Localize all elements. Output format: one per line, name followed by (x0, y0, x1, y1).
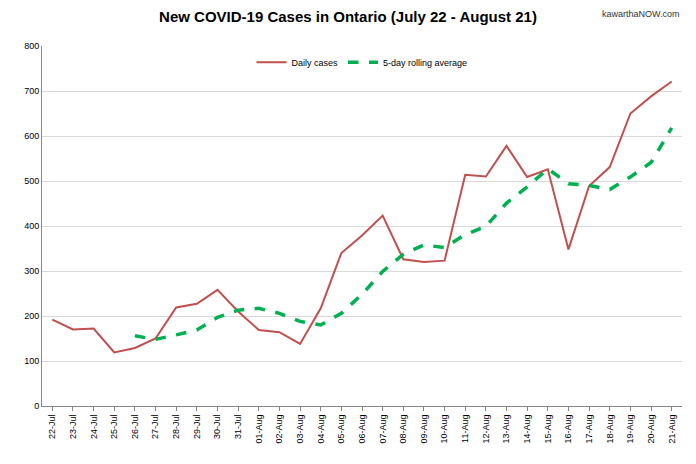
svg-text:28-Jul: 28-Jul (171, 415, 181, 440)
svg-text:23-Jul: 23-Jul (68, 415, 78, 440)
svg-text:16-Aug: 16-Aug (563, 415, 573, 444)
svg-text:kawarthaNOW.com: kawarthaNOW.com (602, 9, 680, 19)
svg-text:26-Jul: 26-Jul (130, 415, 140, 440)
svg-text:New COVID-19 Cases in Ontario: New COVID-19 Cases in Ontario (July 22 -… (159, 8, 537, 25)
svg-text:06-Aug: 06-Aug (357, 415, 367, 444)
svg-text:31-Jul: 31-Jul (233, 415, 243, 440)
svg-text:01-Aug: 01-Aug (254, 415, 264, 444)
svg-text:600: 600 (24, 131, 39, 141)
svg-text:17-Aug: 17-Aug (584, 415, 594, 444)
svg-text:21-Aug: 21-Aug (667, 415, 677, 444)
svg-text:700: 700 (24, 86, 39, 96)
svg-text:03-Aug: 03-Aug (295, 415, 305, 444)
svg-text:29-Jul: 29-Jul (192, 415, 202, 440)
svg-text:20-Aug: 20-Aug (646, 415, 656, 444)
svg-text:30-Jul: 30-Jul (212, 415, 222, 440)
svg-text:5-day rolling average: 5-day rolling average (383, 58, 467, 68)
svg-text:200: 200 (24, 311, 39, 321)
svg-text:15-Aug: 15-Aug (543, 415, 553, 444)
svg-text:27-Jul: 27-Jul (150, 415, 160, 440)
svg-text:400: 400 (24, 221, 39, 231)
svg-text:Daily cases: Daily cases (292, 58, 339, 68)
svg-text:800: 800 (24, 41, 39, 51)
svg-text:05-Aug: 05-Aug (336, 415, 346, 444)
svg-text:08-Aug: 08-Aug (398, 415, 408, 444)
svg-text:02-Aug: 02-Aug (274, 415, 284, 444)
svg-text:07-Aug: 07-Aug (378, 415, 388, 444)
svg-text:25-Jul: 25-Jul (109, 415, 119, 440)
svg-text:13-Aug: 13-Aug (501, 415, 511, 444)
svg-text:100: 100 (24, 356, 39, 366)
svg-text:24-Jul: 24-Jul (89, 415, 99, 440)
svg-text:04-Aug: 04-Aug (316, 415, 326, 444)
svg-text:14-Aug: 14-Aug (522, 415, 532, 444)
svg-text:0: 0 (34, 401, 39, 411)
svg-text:09-Aug: 09-Aug (419, 415, 429, 444)
svg-text:10-Aug: 10-Aug (440, 415, 450, 444)
svg-text:500: 500 (24, 176, 39, 186)
svg-text:18-Aug: 18-Aug (605, 415, 615, 444)
svg-text:300: 300 (24, 266, 39, 276)
svg-text:22-Jul: 22-Jul (47, 415, 57, 440)
svg-text:12-Aug: 12-Aug (481, 415, 491, 444)
svg-text:19-Aug: 19-Aug (625, 415, 635, 444)
svg-text:11-Aug: 11-Aug (460, 415, 470, 443)
